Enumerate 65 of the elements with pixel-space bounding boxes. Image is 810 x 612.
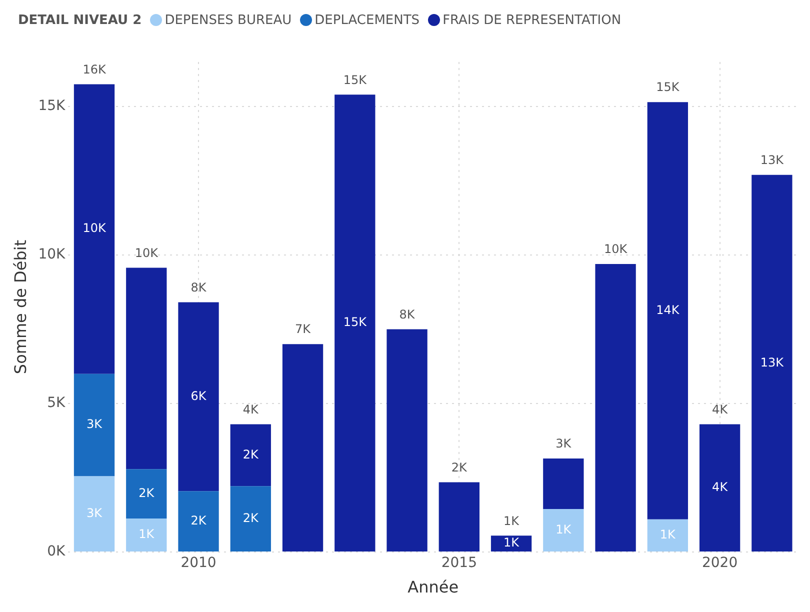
data-label: 10K — [82, 221, 107, 236]
bar — [230, 486, 271, 552]
bar — [752, 174, 792, 552]
total-label: 15K — [656, 80, 680, 94]
total-label: 8K — [190, 280, 208, 294]
x-tick-label: 2010 — [180, 555, 216, 572]
y-axis-title: Somme de Débit — [10, 240, 30, 374]
bar — [74, 84, 115, 374]
x-tick-label: 2020 — [702, 555, 738, 572]
total-label: 4K — [242, 402, 260, 416]
data-label: 1K — [556, 522, 572, 536]
bar — [334, 94, 376, 552]
data-label: 4K — [712, 480, 729, 494]
data-label: 1K — [660, 528, 677, 542]
bar — [543, 508, 584, 552]
bar — [490, 536, 532, 552]
total-label: 1K — [504, 514, 520, 528]
total-label: 3K — [556, 436, 572, 451]
bar — [282, 344, 324, 552]
bar — [126, 518, 167, 552]
total-label: 16K — [82, 62, 107, 76]
bar — [74, 476, 115, 552]
bar — [126, 268, 167, 470]
total-label: 15K — [343, 72, 368, 87]
bar — [647, 519, 688, 552]
bar — [74, 374, 115, 476]
y-tick-label: 5K — [47, 395, 66, 412]
x-tick-label: 2015 — [441, 555, 477, 572]
total-label: 7K — [295, 322, 312, 336]
total-label: 10K — [604, 242, 628, 256]
bar — [438, 482, 480, 552]
bar — [647, 102, 688, 520]
data-label: 3K — [86, 506, 104, 520]
bar — [543, 458, 584, 509]
total-label: 13K — [760, 152, 785, 167]
data-label: 3K — [86, 417, 104, 432]
y-tick-label: 15K — [38, 98, 66, 114]
bar — [178, 302, 219, 492]
legend-label: DEPLACEMENTS — [314, 12, 420, 28]
data-label: 2K — [242, 510, 260, 525]
data-label: 1K — [138, 527, 156, 542]
data-label: 1K — [504, 536, 520, 550]
bar — [230, 424, 271, 486]
legend-title: DETAIL NIVEAU 2 — [18, 12, 142, 28]
data-label: 6K — [190, 388, 208, 403]
total-label: 4K — [712, 402, 729, 416]
data-label: 2K — [242, 447, 260, 462]
data-label: 2K — [138, 486, 156, 500]
y-tick-label: 0K — [47, 544, 66, 560]
data-label: 13K — [760, 355, 785, 370]
bar — [178, 491, 219, 552]
total-label: 2K — [451, 460, 468, 474]
x-axis-title: Année — [408, 578, 459, 597]
data-label: 14K — [656, 302, 680, 317]
data-label: 2K — [190, 513, 208, 528]
bar — [595, 264, 636, 552]
total-label: 10K — [134, 246, 160, 260]
bar — [699, 424, 740, 552]
bar — [126, 469, 167, 518]
legend-label: DEPENSES BUREAU — [164, 12, 292, 28]
legend-label: FRAIS DE REPRESENTATION — [442, 12, 622, 28]
y-tick-label: 10K — [38, 246, 66, 263]
data-label: 15K — [343, 315, 368, 330]
total-label: 8K — [399, 307, 416, 322]
bar — [386, 329, 428, 552]
